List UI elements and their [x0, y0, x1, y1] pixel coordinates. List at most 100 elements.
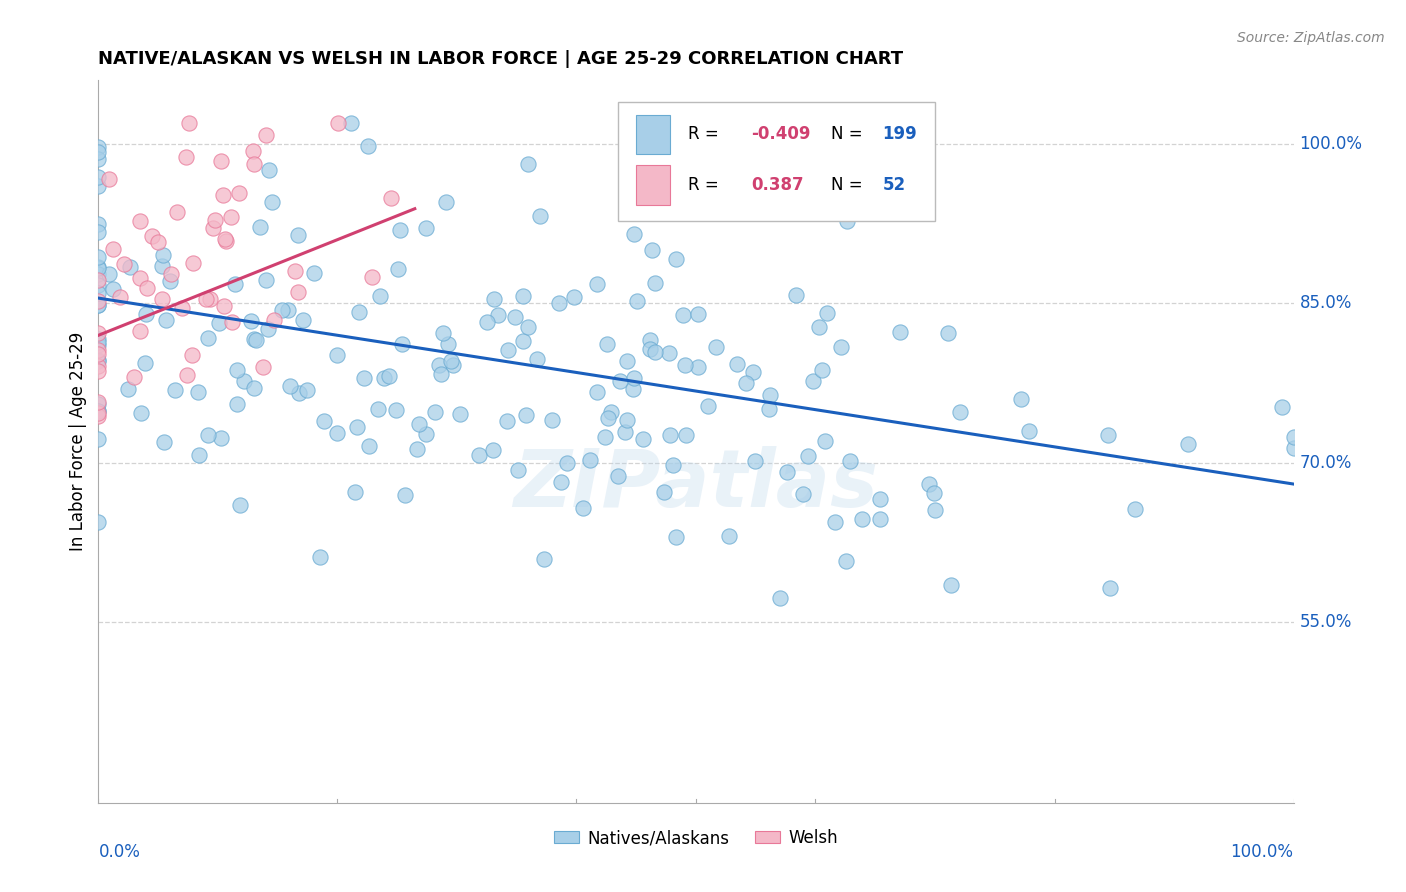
Point — [801, 374, 824, 388]
Point — [686, 307, 709, 321]
Point — [621, 382, 644, 396]
Point — [209, 431, 232, 445]
Text: 70.0%: 70.0% — [1299, 454, 1353, 472]
Point — [415, 426, 437, 441]
Point — [924, 503, 946, 517]
Point — [129, 406, 152, 420]
Point — [195, 292, 218, 306]
Point — [638, 343, 661, 357]
Point — [658, 428, 681, 442]
Point — [212, 187, 235, 202]
Point — [368, 289, 391, 303]
Point — [188, 448, 211, 462]
Point — [385, 402, 408, 417]
Point — [262, 195, 284, 210]
Point — [295, 383, 318, 397]
Point — [482, 443, 505, 458]
Point — [209, 153, 232, 168]
Point — [586, 277, 609, 292]
Text: R =: R = — [688, 126, 724, 144]
Point — [257, 322, 280, 336]
Point — [415, 220, 437, 235]
Point — [87, 153, 110, 167]
Point — [219, 210, 242, 224]
Point — [741, 133, 763, 147]
Point — [128, 214, 150, 228]
Point — [87, 179, 110, 194]
Point — [616, 354, 638, 368]
Point — [118, 260, 141, 274]
Text: R =: R = — [688, 176, 724, 194]
Point — [440, 353, 463, 368]
Legend: Natives/Alaskans, Welsh: Natives/Alaskans, Welsh — [548, 822, 844, 854]
Bar — [637, 114, 669, 154]
Point — [495, 414, 517, 428]
Text: 85.0%: 85.0% — [1299, 294, 1353, 312]
Point — [215, 234, 238, 248]
Point — [477, 315, 499, 329]
Point — [201, 220, 224, 235]
Point — [512, 288, 534, 302]
Text: 0.0%: 0.0% — [98, 843, 141, 861]
Point — [129, 271, 152, 285]
Point — [87, 364, 110, 378]
Point — [675, 428, 697, 442]
Point — [792, 487, 814, 501]
Point — [243, 333, 266, 347]
Point — [252, 359, 274, 374]
Point — [572, 500, 595, 515]
Point — [87, 294, 110, 309]
Point — [380, 191, 402, 205]
Point — [87, 409, 110, 424]
Point — [548, 296, 571, 310]
Point — [87, 347, 110, 361]
Point — [117, 382, 139, 396]
Point — [593, 430, 616, 444]
Point — [600, 405, 623, 419]
Text: Source: ZipAtlas.com: Source: ZipAtlas.com — [1237, 31, 1385, 45]
Point — [103, 282, 125, 296]
Point — [87, 298, 110, 312]
Point — [87, 515, 110, 529]
Point — [434, 194, 457, 209]
Point — [686, 359, 709, 374]
Point — [541, 413, 564, 427]
Point — [187, 384, 209, 399]
Point — [353, 370, 375, 384]
Point — [797, 450, 820, 464]
Point — [87, 354, 110, 368]
Point — [141, 228, 163, 243]
Point — [87, 267, 110, 281]
Point — [87, 397, 110, 411]
Point — [225, 362, 247, 376]
Point — [136, 281, 159, 295]
Point — [1018, 424, 1040, 438]
Text: 52: 52 — [883, 176, 905, 194]
Point — [180, 347, 202, 361]
Point — [249, 219, 271, 234]
Point — [87, 285, 110, 300]
Point — [644, 276, 666, 290]
Point — [811, 363, 834, 377]
Point — [672, 308, 695, 322]
Point — [503, 310, 526, 324]
Point — [87, 406, 110, 420]
Point — [197, 331, 219, 345]
Point — [87, 273, 110, 287]
Point — [361, 270, 384, 285]
Text: NATIVE/ALASKAN VS WELSH IN LABOR FORCE | AGE 25-29 CORRELATION CHART: NATIVE/ALASKAN VS WELSH IN LABOR FORCE |… — [98, 50, 904, 68]
Point — [228, 186, 250, 200]
Point — [163, 384, 186, 398]
Point — [87, 277, 110, 292]
Point — [233, 375, 256, 389]
Point — [744, 454, 766, 468]
Point — [87, 297, 110, 311]
Point — [644, 344, 666, 359]
Point — [815, 306, 838, 320]
Text: N =: N = — [831, 126, 868, 144]
Point — [498, 343, 520, 357]
Point — [517, 157, 540, 171]
Point — [159, 267, 181, 281]
Text: 199: 199 — [883, 126, 917, 144]
Point — [776, 465, 799, 479]
